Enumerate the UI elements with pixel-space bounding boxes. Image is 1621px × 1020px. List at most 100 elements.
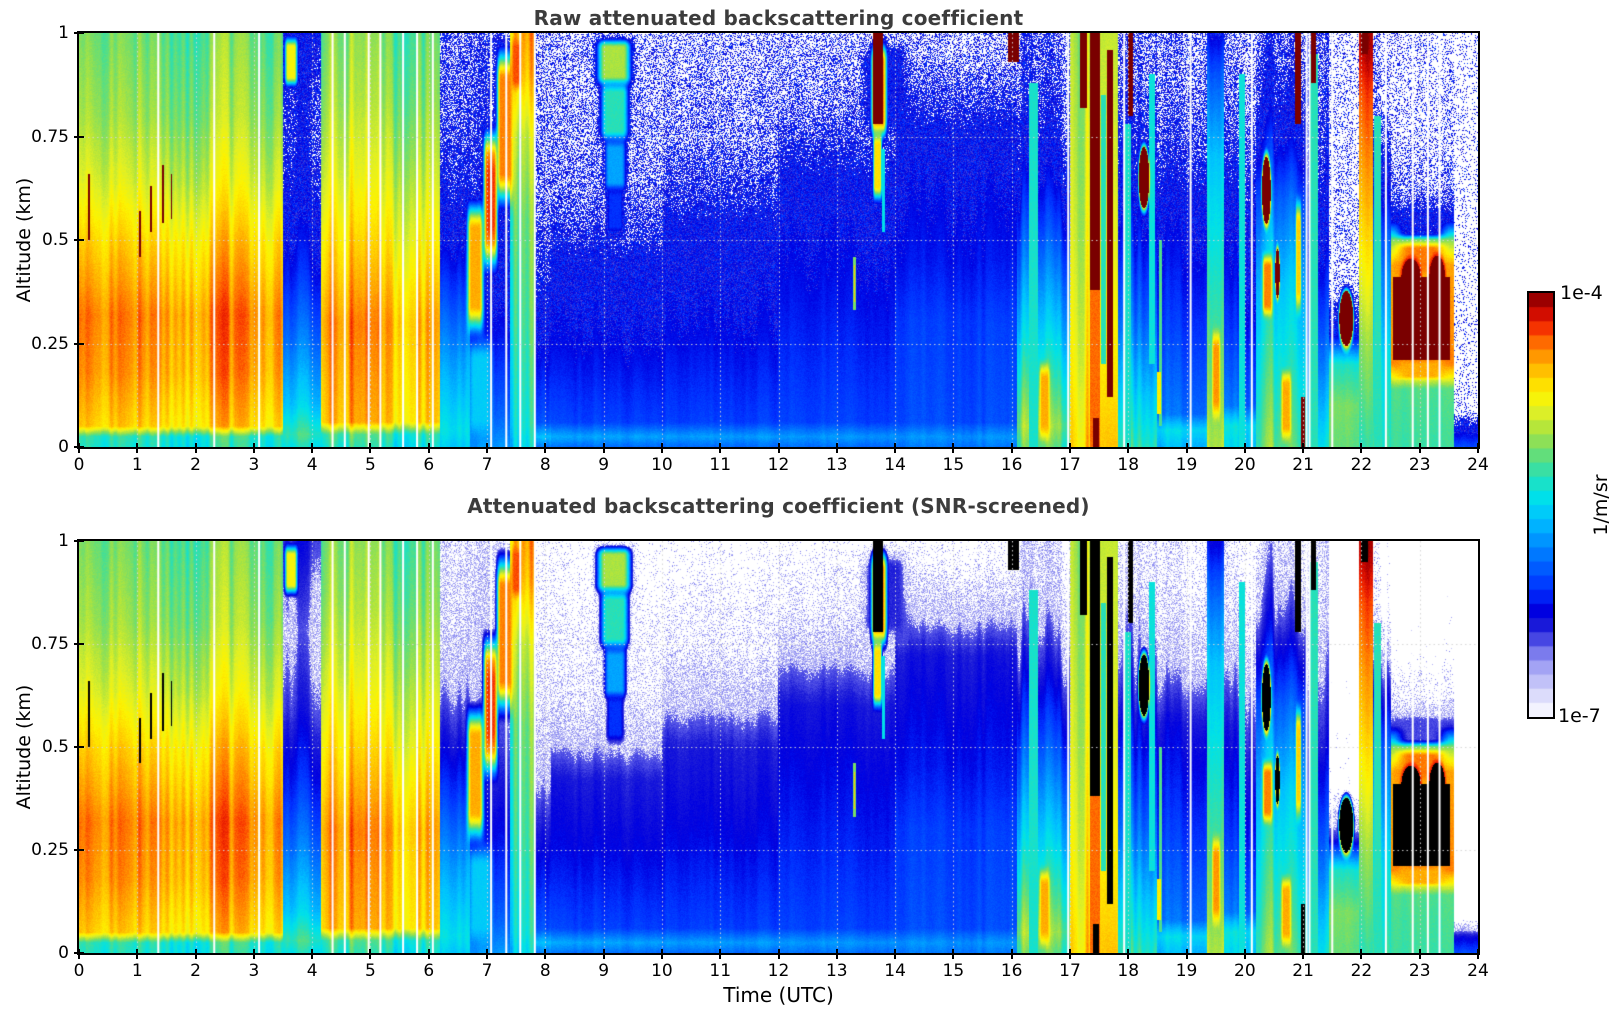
- x-tick-mark: [136, 949, 139, 959]
- x-tick-mark: [602, 949, 605, 959]
- x-tick-label: 10: [651, 961, 673, 981]
- y-tick-mark: [74, 952, 84, 954]
- x-tick-label: 21: [1292, 961, 1314, 981]
- x-tick-mark: [136, 443, 139, 453]
- x-tick-mark: [78, 949, 80, 959]
- x-tick-mark: [1360, 949, 1363, 959]
- x-tick-label: 2: [190, 961, 201, 981]
- x-tick-mark: [1302, 949, 1305, 959]
- x-axis-label: Time (UTC): [723, 983, 834, 1007]
- x-tick-mark: [1127, 443, 1130, 453]
- panel2-title: Attenuated backscattering coefficient (S…: [467, 494, 1090, 518]
- x-tick-mark: [1477, 949, 1479, 959]
- x-tick-mark: [1127, 949, 1130, 959]
- colorbar-max-label: 1e-4: [1560, 282, 1603, 304]
- x-tick-label: 7: [481, 961, 493, 981]
- y-tick-label: 0.25: [31, 840, 69, 860]
- x-tick-label: 4: [306, 961, 318, 981]
- x-tick-label: 15: [942, 455, 965, 475]
- x-tick-label: 13: [825, 961, 848, 981]
- x-tick-label: 16: [1000, 455, 1023, 475]
- x-tick-mark: [777, 443, 780, 453]
- x-tick-mark: [894, 443, 897, 453]
- y-tick-label: 0.5: [41, 737, 69, 757]
- colorbar-unit-label: 1/m/sr: [1590, 474, 1612, 536]
- y-tick-label: 0.75: [31, 126, 69, 147]
- x-tick-label: 16: [1000, 961, 1023, 981]
- x-tick-mark: [544, 949, 547, 959]
- x-tick-label: 5: [365, 961, 376, 981]
- x-tick-label: 24: [1467, 961, 1489, 981]
- x-tick-mark: [427, 443, 430, 453]
- x-tick-mark: [719, 443, 722, 453]
- y-tick-label: 0.75: [31, 634, 69, 654]
- x-tick-label: 2: [190, 455, 201, 475]
- y-tick-label: 0: [58, 437, 69, 457]
- x-tick-label: 0: [73, 961, 85, 981]
- x-tick-label: 8: [539, 961, 551, 981]
- x-tick-mark: [194, 949, 197, 959]
- x-tick-mark: [1185, 949, 1188, 959]
- x-tick-label: 11: [709, 961, 732, 981]
- x-tick-mark: [544, 443, 547, 453]
- x-tick-label: 15: [942, 961, 965, 981]
- x-tick-mark: [835, 443, 838, 453]
- x-tick-label: 11: [709, 455, 732, 475]
- x-tick-mark: [894, 949, 897, 959]
- x-tick-mark: [369, 949, 372, 959]
- x-tick-label: 6: [423, 455, 435, 475]
- x-tick-label: 20: [1234, 455, 1256, 475]
- x-tick-label: 8: [539, 455, 551, 475]
- x-tick-label: 19: [1175, 455, 1198, 475]
- x-tick-label: 22: [1350, 961, 1373, 981]
- y-tick-label: 1: [58, 23, 69, 43]
- x-tick-mark: [1068, 949, 1071, 959]
- x-tick-label: 4: [306, 455, 318, 475]
- x-tick-mark: [660, 443, 663, 453]
- x-tick-label: 19: [1175, 961, 1198, 981]
- x-tick-mark: [1302, 443, 1305, 453]
- x-tick-label: 6: [423, 961, 435, 981]
- x-tick-label: 21: [1292, 455, 1314, 475]
- x-tick-label: 12: [767, 455, 790, 475]
- panel1-title: Raw attenuated backscattering coefficien…: [533, 6, 1024, 30]
- x-tick-mark: [1418, 443, 1421, 453]
- x-tick-mark: [835, 949, 838, 959]
- x-tick-label: 9: [598, 455, 610, 475]
- y-tick-mark: [74, 135, 84, 138]
- x-tick-label: 5: [365, 455, 376, 475]
- y-tick-mark: [74, 746, 84, 748]
- y-tick-mark: [74, 446, 84, 448]
- x-tick-mark: [1243, 949, 1246, 959]
- x-tick-label: 3: [248, 961, 260, 981]
- x-tick-mark: [1010, 443, 1013, 453]
- x-tick-mark: [719, 949, 722, 959]
- x-tick-label: 18: [1117, 455, 1140, 475]
- x-tick-label: 10: [651, 455, 673, 475]
- y-tick-label: 1: [58, 531, 69, 551]
- x-tick-label: 24: [1467, 455, 1489, 475]
- x-tick-label: 1: [131, 455, 143, 475]
- y-tick-mark: [74, 643, 84, 645]
- y-tick-mark: [74, 342, 84, 345]
- x-tick-mark: [78, 443, 80, 453]
- x-tick-label: 7: [481, 455, 493, 475]
- y-tick-label: 0: [58, 943, 69, 963]
- x-tick-mark: [427, 949, 430, 959]
- x-tick-label: 17: [1059, 961, 1081, 981]
- x-tick-mark: [1068, 443, 1071, 453]
- x-tick-label: 18: [1117, 961, 1140, 981]
- x-tick-label: 22: [1350, 455, 1373, 475]
- x-tick-mark: [777, 949, 780, 959]
- x-tick-mark: [194, 443, 197, 453]
- x-tick-mark: [311, 443, 314, 453]
- x-tick-mark: [1243, 443, 1246, 453]
- x-tick-mark: [952, 949, 955, 959]
- y-tick-mark: [74, 32, 84, 34]
- raw-backscatter-heatmap: [79, 33, 1478, 447]
- x-tick-label: 20: [1234, 961, 1256, 981]
- x-tick-label: 9: [598, 961, 610, 981]
- x-tick-mark: [952, 443, 955, 453]
- x-tick-mark: [1360, 443, 1363, 453]
- x-tick-label: 14: [884, 961, 906, 981]
